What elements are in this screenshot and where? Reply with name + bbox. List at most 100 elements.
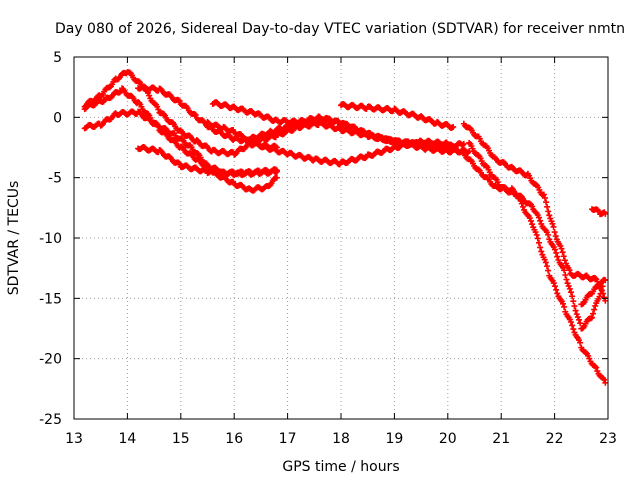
data-point (593, 364, 600, 371)
y-tick-label: -20 (39, 352, 62, 368)
data-point (527, 217, 534, 224)
data-point (517, 197, 524, 204)
data-point (602, 277, 609, 284)
data-point (191, 111, 198, 118)
data-point (569, 293, 576, 300)
data-point (526, 215, 533, 222)
data-point (450, 144, 457, 151)
data-point (570, 326, 577, 333)
data-series (81, 69, 609, 386)
data-point (529, 221, 536, 228)
data-point (602, 210, 609, 217)
data-point (571, 303, 578, 310)
data-point (590, 310, 597, 317)
data-point (602, 379, 609, 386)
y-tick-label: -25 (39, 412, 62, 428)
data-point (202, 166, 209, 173)
data-point (155, 106, 162, 113)
data-point (558, 245, 565, 252)
data-point (546, 212, 553, 219)
data-point (592, 275, 599, 282)
data-point (466, 139, 473, 146)
data-point (560, 253, 567, 260)
data-point (551, 283, 558, 290)
data-point (577, 320, 584, 327)
x-tick-label: 17 (279, 431, 297, 447)
data-point (600, 290, 607, 297)
data-point (566, 285, 573, 292)
series-track-i (338, 101, 457, 131)
data-point (540, 191, 547, 198)
x-tick-label: 18 (332, 431, 350, 447)
data-point (545, 231, 552, 238)
data-point (545, 208, 552, 215)
data-point (573, 311, 580, 318)
chart-title: Day 080 of 2026, Sidereal Day-to-day VTE… (55, 21, 625, 37)
data-point (566, 267, 573, 274)
data-point (151, 100, 158, 107)
x-tick-label: 20 (439, 431, 457, 447)
data-point (273, 174, 280, 181)
x-tick-label: 21 (492, 431, 510, 447)
data-point (362, 154, 369, 161)
data-point (146, 92, 153, 99)
data-point (175, 159, 182, 166)
data-point (562, 272, 569, 279)
data-point (561, 267, 568, 274)
data-point (563, 276, 570, 283)
data-point (543, 199, 550, 206)
data-point (601, 294, 608, 301)
x-tick-label: 22 (546, 431, 564, 447)
x-tick-label: 16 (225, 431, 243, 447)
data-point (537, 217, 544, 224)
data-point (588, 314, 595, 321)
data-point (519, 203, 526, 210)
data-point (176, 160, 183, 167)
data-point (554, 253, 561, 260)
data-point (568, 319, 575, 326)
data-point (272, 169, 279, 176)
data-point (577, 339, 584, 346)
data-point (175, 97, 182, 104)
data-point (545, 267, 552, 274)
x-tick-label: 13 (65, 431, 83, 447)
series-track-f (204, 118, 606, 332)
data-point (544, 203, 551, 210)
data-point (559, 249, 566, 256)
data-point (550, 280, 557, 287)
data-point (592, 302, 599, 309)
data-point (574, 314, 581, 321)
data-point (518, 200, 525, 207)
data-point (551, 229, 558, 236)
data-point (564, 280, 571, 287)
y-tick-label: -10 (39, 231, 62, 247)
data-point (538, 248, 545, 255)
y-tick-label: -5 (48, 171, 62, 187)
x-tick-label: 19 (385, 431, 403, 447)
data-point (543, 263, 550, 270)
data-point (450, 123, 457, 130)
y-tick-label: 5 (53, 50, 62, 66)
data-point (552, 233, 559, 240)
data-point (559, 300, 566, 307)
data-point (541, 194, 548, 201)
data-point (460, 140, 467, 147)
data-point (561, 303, 568, 310)
data-point (591, 306, 598, 313)
data-point (561, 257, 568, 264)
series-track-e (135, 144, 280, 179)
series-track-a (81, 69, 280, 158)
data-point (535, 239, 542, 246)
y-axis-label: SDTVAR / TECUs (6, 181, 22, 296)
data-point (553, 286, 560, 293)
data-point (475, 166, 482, 173)
x-tick-label: 14 (118, 431, 136, 447)
y-tick-label: 0 (53, 110, 62, 126)
data-point (535, 214, 542, 221)
x-tick-label: 15 (172, 431, 190, 447)
data-point (570, 298, 577, 305)
data-point (541, 256, 548, 263)
series-track-l (588, 206, 609, 218)
data-point (550, 223, 557, 230)
